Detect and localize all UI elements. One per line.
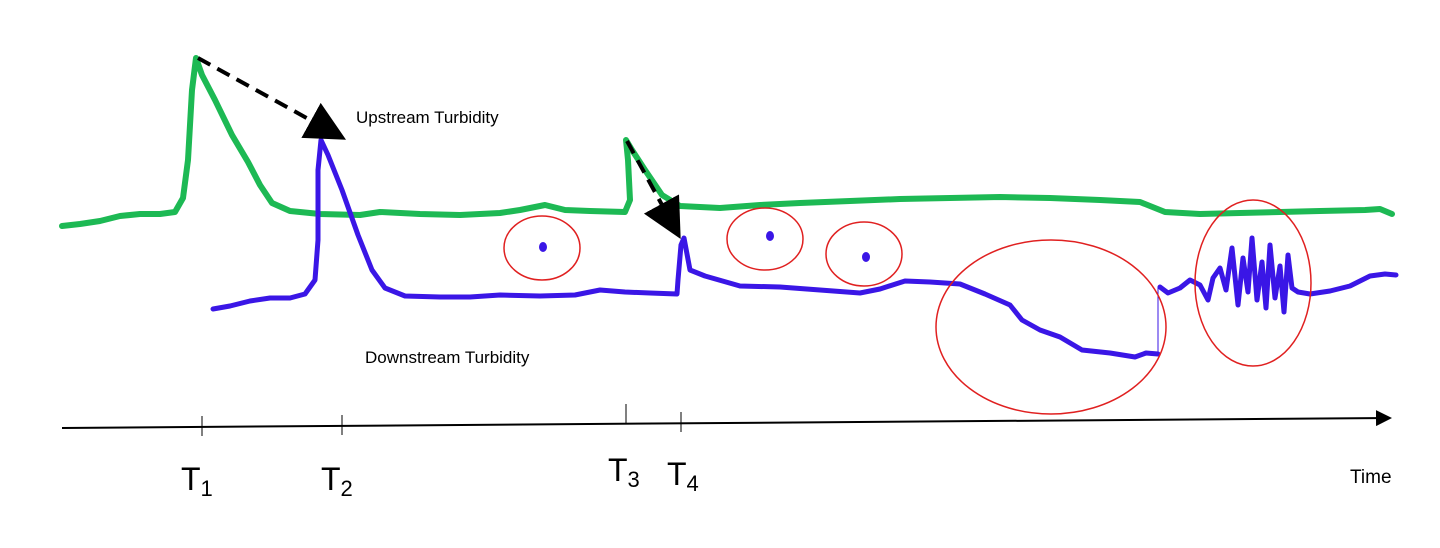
blue-dot-3 <box>862 252 870 262</box>
axis-label-time: Time <box>1350 467 1392 488</box>
time-axis <box>61 410 1392 429</box>
downstream-label: Downstream Turbidity <box>365 348 530 367</box>
tick-label-t3: T3 <box>608 452 640 492</box>
upstream-label: Upstream Turbidity <box>356 108 499 127</box>
upstream-turbidity-line <box>59 55 1395 229</box>
downstream-turbidity-line <box>210 137 1161 360</box>
anomaly-circle-3 <box>825 221 903 287</box>
tick-label-t1: T1 <box>181 461 213 501</box>
anomaly-circle-2 <box>726 207 804 271</box>
lag-arrow-2 <box>625 140 681 240</box>
downstream-turbidity-tail <box>1157 235 1399 315</box>
anomaly-circle-1 <box>503 215 581 281</box>
lag-arrow-1 <box>197 56 347 140</box>
blue-dot-2 <box>766 231 774 241</box>
tick-label-t2: T2 <box>321 461 353 501</box>
anomaly-circle-5 <box>1194 199 1312 367</box>
blue-dot-1 <box>539 242 547 252</box>
anomaly-circle-4 <box>935 239 1167 415</box>
tick-label-t4: T4 <box>667 456 699 496</box>
